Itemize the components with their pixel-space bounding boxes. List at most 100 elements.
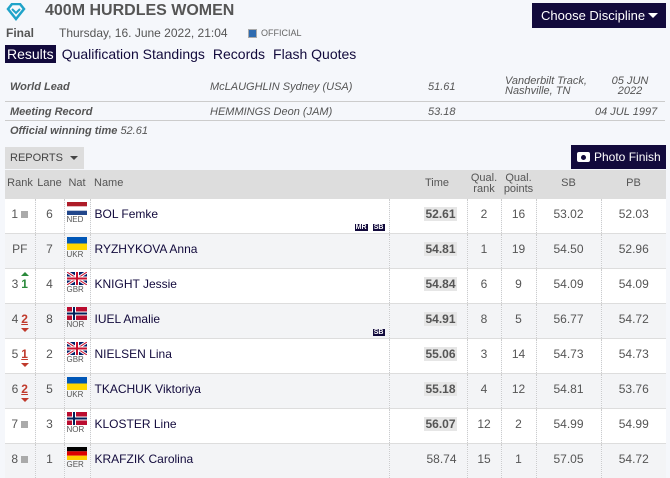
col-qual-rank[interactable]: Qual. rank [467, 170, 501, 198]
lane: 8 [34, 302, 64, 338]
personal-best: 54.72 [600, 442, 666, 478]
qual-points: 5 [500, 302, 536, 338]
time-cell: 55.18 [388, 372, 467, 408]
col-qual-points[interactable]: Qual. points [501, 170, 536, 198]
lane: 6 [34, 197, 64, 233]
qual-points: 2 [500, 407, 536, 443]
athlete-name[interactable]: IUEL Amalie [94, 311, 161, 326]
record-time: 53.18 [428, 106, 456, 118]
qual-rank: 12 [466, 407, 501, 443]
no-change-icon [21, 455, 29, 463]
tab-records[interactable]: Records [212, 46, 266, 62]
flag-ger-icon [66, 446, 87, 460]
photo-finish-button[interactable]: Photo Finish [571, 145, 666, 169]
nat-code: GBR [66, 284, 84, 294]
status-text: OFFICIAL [261, 28, 302, 38]
rank-cell: PF [5, 232, 35, 268]
table-row[interactable]: 7 3 NOR KLOSTER Line 56.07 12 2 54.99 54… [5, 407, 666, 443]
rank-up-icon: 1 [21, 276, 28, 291]
name-cell: KNIGHT Jessie [89, 267, 389, 303]
season-best: 54.81 [535, 372, 601, 408]
athlete-name[interactable]: TKACHUK Viktoriya [94, 381, 201, 396]
round-label: Final [6, 26, 35, 40]
table-row[interactable]: 1 6 NED BOL Femke MR SB 52.61 2 16 53.02 5… [5, 197, 666, 233]
season-best: 54.50 [535, 232, 601, 268]
results-table: Rank Lane Nat Name Time Qual. rank Qual.… [5, 170, 666, 478]
time: 55.06 [424, 346, 457, 361]
name-cell: BOL Femke MR SB [89, 197, 389, 233]
event-datetime: Thursday, 16. June 2022, 21:04 [59, 26, 228, 40]
rank-down-icon: 2 [21, 381, 28, 396]
col-pb[interactable]: PB [601, 170, 666, 198]
time: 54.81 [424, 241, 457, 256]
record-athlete: HEMMINGS Deon (JAM) [210, 106, 333, 118]
nat-cell: GBR [63, 267, 90, 303]
name-cell: TKACHUK Viktoriya [89, 372, 389, 408]
rank: 5 [11, 346, 19, 361]
athlete-name[interactable]: RYZHYKOVA Anna [94, 241, 198, 256]
rank-cell: 8 [5, 442, 35, 478]
tab-qualification-standings[interactable]: Qualification Standings [61, 46, 205, 62]
winning-time-label: Official winning time [10, 125, 118, 137]
no-change-icon [21, 420, 29, 428]
choose-discipline-button[interactable]: Choose Discipline [532, 3, 666, 28]
flag-ukr-icon [66, 236, 87, 250]
record-badge: SB [372, 328, 385, 336]
time-cell: 54.91 [388, 302, 467, 338]
col-time[interactable]: Time [389, 170, 467, 198]
col-name[interactable]: Name [90, 170, 389, 198]
time-cell: 55.06 [388, 337, 467, 373]
table-row[interactable]: PF 7 UKR RYZHYKOVA Anna 54.81 1 19 54.50… [5, 232, 666, 268]
nat-code: NED [66, 214, 84, 224]
qual-rank: 4 [466, 372, 501, 408]
status-badge: OFFICIAL [248, 28, 302, 38]
chevron-down-icon [70, 156, 78, 160]
athlete-name[interactable]: KNIGHT Jessie [94, 276, 177, 291]
record-badge: SB [372, 223, 385, 231]
name-cell: RYZHYKOVA Anna [89, 232, 389, 268]
rank-cell: 1 [5, 197, 35, 233]
record-athlete: McLAUGHLIN Sydney (USA) [210, 81, 353, 93]
record-label: World Lead [10, 81, 70, 93]
col-lane[interactable]: Lane [35, 170, 64, 198]
season-best: 54.73 [535, 337, 601, 373]
qual-rank: 2 [466, 197, 501, 233]
meeting-record-row: Meeting Record HEMMINGS Deon (JAM) 53.18… [5, 102, 665, 121]
personal-best: 52.03 [600, 197, 666, 233]
time: 54.84 [424, 276, 457, 291]
nat-cell: UKR [63, 232, 90, 268]
athlete-name[interactable]: BOL Femke [94, 206, 159, 221]
season-best: 57.05 [535, 442, 601, 478]
athlete-name[interactable]: KLOSTER Line [94, 416, 177, 431]
time-cell: 54.81 [388, 232, 467, 268]
season-best: 54.09 [535, 267, 601, 303]
qual-rank: 15 [466, 442, 501, 478]
col-nat[interactable]: Nat [64, 170, 90, 198]
qual-points: 14 [500, 337, 536, 373]
table-row[interactable]: 8 1 GER KRAFZIK Carolina 58.74 15 1 57.0… [5, 442, 666, 478]
qual-points: 12 [500, 372, 536, 408]
page-title: 400M HURDLES WOMEN [45, 2, 235, 19]
nat-code: GBR [66, 354, 84, 364]
tab-flash-quotes[interactable]: Flash Quotes [273, 46, 357, 62]
athlete-name[interactable]: NIELSEN Lina [94, 346, 172, 361]
reports-dropdown[interactable]: REPORTS [5, 147, 84, 169]
qual-points: 19 [500, 232, 536, 268]
world-lead-row: World Lead McLAUGHLIN Sydney (USA) 51.61… [5, 74, 665, 102]
athlete-name[interactable]: KRAFZIK Carolina [94, 451, 194, 466]
name-cell: IUEL Amalie SB [89, 302, 389, 338]
personal-best: 54.73 [600, 337, 666, 373]
nat-cell: GBR [63, 337, 90, 373]
col-rank[interactable]: Rank [5, 170, 35, 198]
winning-time: Official winning time 52.61 [5, 125, 665, 139]
rank: 8 [11, 451, 19, 466]
col-sb[interactable]: SB [536, 170, 601, 198]
rank: 4 [11, 311, 19, 326]
name-cell: KLOSTER Line [89, 407, 389, 443]
tab-results[interactable]: Results [5, 45, 56, 63]
